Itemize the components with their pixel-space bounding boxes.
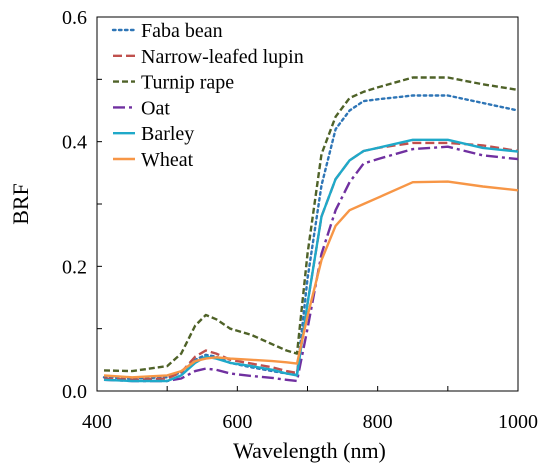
y-tick-label: 0.6: [62, 7, 87, 29]
series-lines: [102, 76, 520, 383]
legend-label: Faba bean: [141, 20, 223, 42]
x-tick-label: 400: [82, 411, 112, 433]
series-line-oat: [103, 145, 519, 383]
legend: Faba bean Narrow-leafed lupin Turnip rape O…: [111, 20, 304, 171]
series-line-wheat: [103, 180, 519, 379]
x-tick-label: 1000: [498, 411, 538, 433]
y-axis-title: BRF: [8, 183, 33, 225]
series-line-barley: [103, 138, 519, 383]
legend-label: Oat: [141, 97, 170, 119]
legend-label: Barley: [141, 123, 194, 145]
legend-label: Narrow-leafed lupin: [141, 46, 304, 68]
legend-label: Turnip rape: [141, 72, 234, 94]
series-line-turnip-rape: [103, 76, 519, 373]
y-tick-label: 0.4: [62, 132, 87, 154]
series-line-narrow-leafed-lupin: [103, 141, 519, 381]
x-tick-label: 600: [222, 411, 252, 433]
y-tick-label: 0.0: [62, 381, 87, 403]
y-tick-label: 0.2: [62, 256, 87, 278]
x-axis-title: Wavelength (nm): [233, 438, 386, 463]
x-tick-label: 800: [363, 411, 393, 433]
legend-label: Wheat: [141, 149, 194, 171]
